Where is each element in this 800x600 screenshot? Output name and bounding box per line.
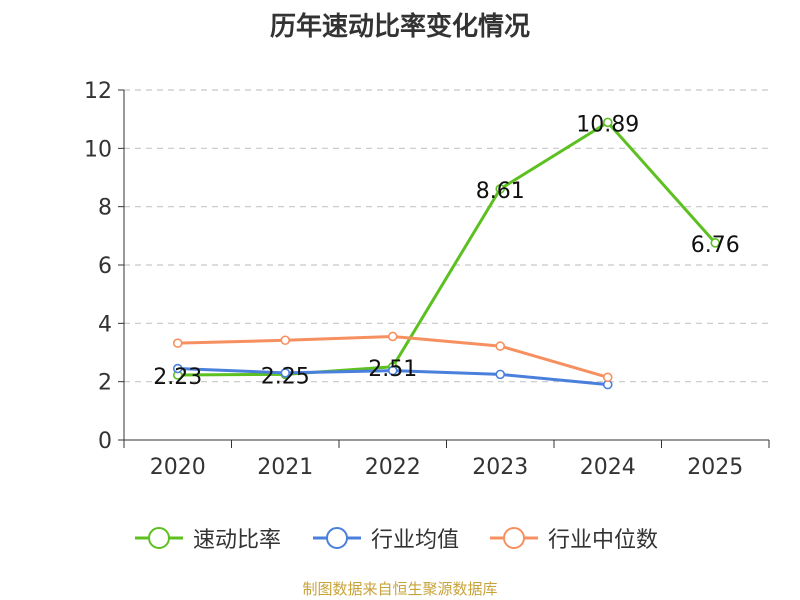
legend-swatch-icon — [135, 527, 183, 549]
x-tick-label: 2021 — [257, 455, 313, 480]
x-tick-label: 2025 — [687, 455, 743, 480]
legend-swatch-icon — [490, 527, 538, 549]
legend-label: 行业均值 — [371, 528, 460, 553]
series-lines — [172, 117, 721, 390]
y-tick-label: 2 — [98, 371, 112, 396]
data-point — [710, 238, 721, 248]
data-point — [495, 369, 506, 380]
data-point — [280, 368, 291, 378]
legend-item[interactable]: 行业中位数 — [488, 518, 658, 558]
legend-item[interactable]: 行业均值 — [311, 518, 459, 558]
legend-label: 行业中位数 — [548, 528, 659, 553]
legend-item[interactable]: 速动比率 — [133, 518, 281, 558]
data-point — [602, 117, 613, 128]
data-label: 10.89 — [576, 112, 639, 137]
data-point — [172, 363, 183, 374]
data-point — [387, 365, 398, 376]
x-tick-label: 2024 — [580, 455, 636, 480]
legend-swatch-icon — [313, 527, 361, 549]
legend-label: 速动比率 — [193, 528, 282, 553]
y-tick-label: 6 — [98, 254, 112, 279]
data-point — [387, 331, 398, 342]
data-point — [280, 335, 291, 346]
source-note: 制图数据来自恒生聚源数据库 — [302, 580, 498, 598]
data-label: 6.76 — [691, 233, 740, 258]
series-line — [177, 120, 717, 377]
y-tick-label: 12 — [84, 79, 112, 104]
axes: 0 2 4 6 8 10 12 2020 2021 2022 2023 2024 2025 — [84, 79, 770, 480]
data-point — [495, 341, 506, 351]
y-tick-label: 0 — [98, 429, 112, 454]
data-point — [602, 372, 613, 383]
x-tick-label: 2020 — [150, 455, 206, 480]
y-tick-label: 4 — [98, 312, 112, 337]
data-point — [495, 184, 506, 194]
y-tick-label: 8 — [98, 196, 112, 221]
data-label: 2.23 — [153, 365, 202, 390]
data-label: 2.51 — [368, 357, 417, 382]
x-tick-label: 2022 — [365, 455, 421, 480]
data-label: 8.61 — [476, 179, 525, 204]
y-tick-label: 10 — [84, 137, 112, 162]
legend: 速动比率 行业均值 行业中位数 — [0, 518, 800, 558]
x-tick-label: 2023 — [472, 455, 528, 480]
chart-title: 历年速动比率变化情况 — [269, 12, 530, 42]
data-point — [172, 338, 183, 348]
data-labels: 2.23 2.25 2.51 8.61 10.89 6.76 — [153, 112, 739, 390]
data-label: 2.25 — [261, 364, 310, 389]
grid-lines — [124, 89, 769, 383]
